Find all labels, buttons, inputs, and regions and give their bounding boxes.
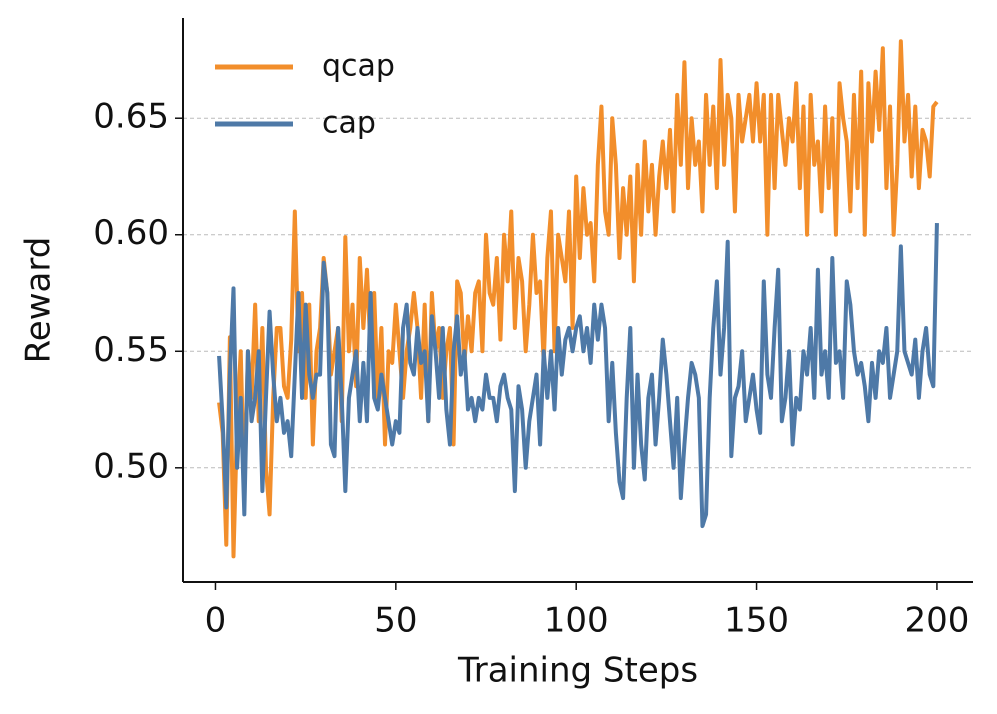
x-tick-label: 100 <box>544 601 609 641</box>
x-tick-label: 0 <box>205 601 227 641</box>
y-axis-label: Reward <box>19 237 59 364</box>
legend-label: qcap <box>322 49 395 84</box>
x-axis-label: Training Steps <box>457 651 698 691</box>
legend-label: cap <box>322 106 376 141</box>
y-tick-label: 0.65 <box>93 97 169 137</box>
series-line <box>217 223 939 529</box>
x-tick-label: 150 <box>724 601 789 641</box>
x-tick-label: 200 <box>904 601 969 641</box>
y-tick-label: 0.55 <box>93 330 169 370</box>
y-tick-label: 0.50 <box>93 446 169 486</box>
x-tick-label: 50 <box>374 601 417 641</box>
y-tick-label: 0.60 <box>93 213 169 253</box>
